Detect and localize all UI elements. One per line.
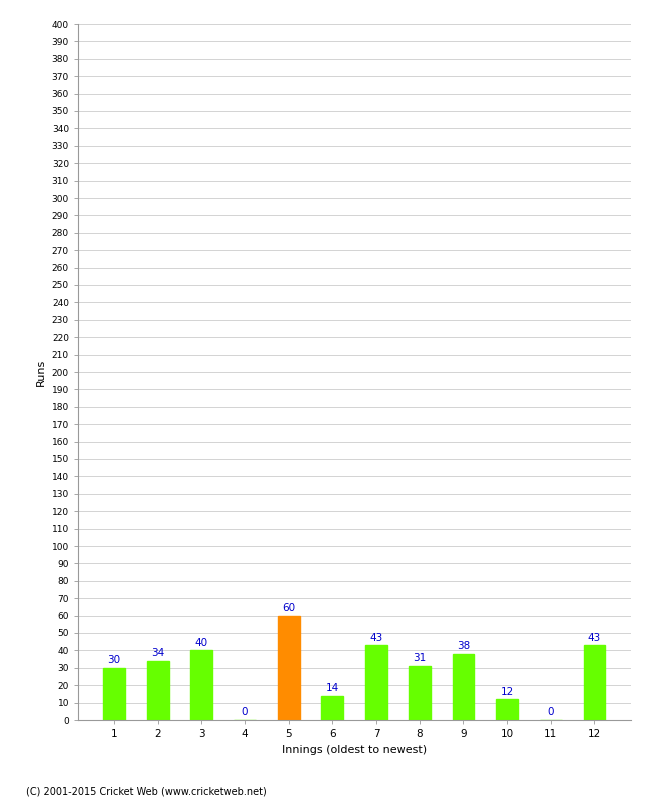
Bar <box>147 661 168 720</box>
Text: 31: 31 <box>413 654 426 663</box>
X-axis label: Innings (oldest to newest): Innings (oldest to newest) <box>281 745 427 754</box>
Text: 43: 43 <box>369 633 383 642</box>
Bar <box>190 650 213 720</box>
Bar <box>365 645 387 720</box>
Bar <box>584 645 605 720</box>
Y-axis label: Runs: Runs <box>36 358 46 386</box>
Bar <box>278 616 300 720</box>
Text: 43: 43 <box>588 633 601 642</box>
Text: 12: 12 <box>500 686 514 697</box>
Text: (C) 2001-2015 Cricket Web (www.cricketweb.net): (C) 2001-2015 Cricket Web (www.cricketwe… <box>26 786 266 796</box>
Text: 0: 0 <box>242 707 248 718</box>
Bar <box>496 699 518 720</box>
Text: 14: 14 <box>326 683 339 693</box>
Bar <box>452 654 474 720</box>
Text: 30: 30 <box>107 655 121 665</box>
Text: 0: 0 <box>547 707 554 718</box>
Bar <box>409 666 431 720</box>
Text: 34: 34 <box>151 648 164 658</box>
Bar <box>103 668 125 720</box>
Bar <box>322 696 343 720</box>
Text: 38: 38 <box>457 642 470 651</box>
Text: 60: 60 <box>282 603 295 613</box>
Text: 40: 40 <box>195 638 208 648</box>
